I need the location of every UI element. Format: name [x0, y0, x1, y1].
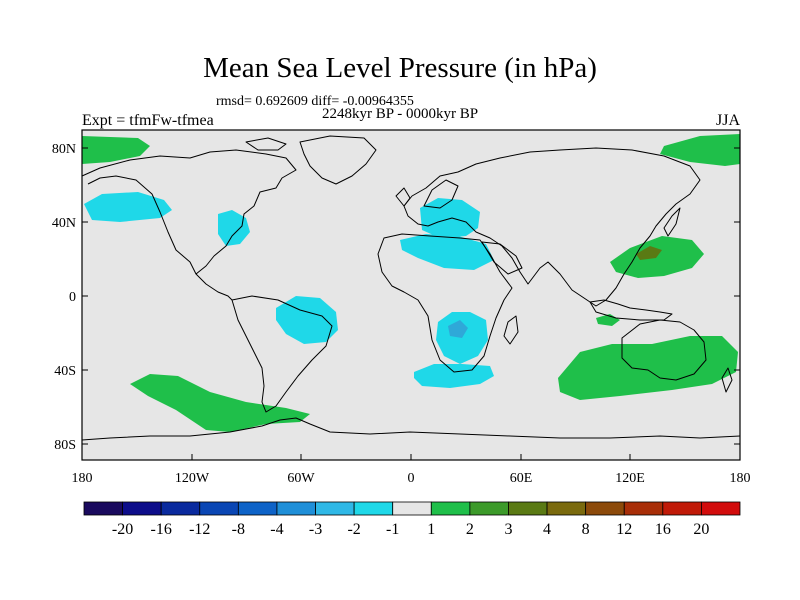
- lon-label-0: 0: [408, 471, 415, 486]
- coast-madagascar: [503, 315, 519, 345]
- coast-antarctica: [81, 417, 741, 441]
- lat-label-80n: 80N: [52, 142, 76, 157]
- shaded-anomalies: [82, 134, 740, 432]
- coast-indonesia: [589, 299, 673, 321]
- colorbar-label-12: 8: [582, 521, 590, 538]
- longitude-labels: 180 120W 60W 0 60E 120E 180: [72, 471, 751, 486]
- lon-label-180w: 180: [72, 471, 93, 486]
- colorbar-label-7: -1: [386, 521, 399, 538]
- stats-subtitle: rmsd= 0.692609 diff= -0.00964355: [216, 94, 414, 109]
- anomaly-nw-pacific: [610, 236, 704, 278]
- colorbar-label-5: -3: [309, 521, 322, 538]
- coast-arabia: [481, 241, 523, 275]
- anomaly-south-pacific-east: [130, 374, 310, 432]
- colorbar-label-3: -8: [232, 521, 245, 538]
- colorbar-box-14: [623, 501, 664, 516]
- lon-label-120e: 120E: [615, 471, 645, 486]
- colorbar-box-12: [546, 501, 587, 516]
- anomaly-mediterranean: [400, 234, 494, 270]
- coast-uk: [395, 187, 411, 207]
- season-label: JJA: [716, 112, 741, 129]
- colorbar-box-6: [315, 501, 355, 516]
- colorbar-box-5: [276, 501, 316, 516]
- coast-scandinavia: [423, 179, 459, 209]
- anomaly-arctic-pacific-west: [82, 136, 150, 164]
- lat-label-80s: 80S: [54, 438, 76, 453]
- anomaly-south-pacific-west: [558, 336, 738, 400]
- colorbar-box-15: [662, 501, 702, 516]
- colorbar: [83, 501, 741, 516]
- colorbar-label-1: -16: [151, 521, 172, 538]
- coast-north-america: [81, 149, 297, 275]
- colorbar-box-3: [199, 501, 239, 516]
- longitude-ticks: [81, 454, 741, 460]
- anomaly-southern-africa-core: [448, 320, 468, 338]
- coast-australia: [621, 319, 707, 381]
- anomaly-south-atlantic: [414, 364, 494, 388]
- plot-title: Mean Sea Level Pressure (in hPa): [203, 52, 597, 84]
- colorbar-box-4: [237, 501, 278, 516]
- coast-south-america: [231, 295, 333, 413]
- latitude-ticks: [82, 147, 740, 445]
- anomaly-south-america: [276, 296, 338, 344]
- colorbar-label-2: -12: [189, 521, 210, 538]
- coast-canadian-archipelago: [245, 137, 287, 151]
- coast-africa: [377, 233, 513, 373]
- colorbar-label-8: 1: [427, 521, 435, 538]
- coast-central-america: [195, 273, 233, 301]
- colorbar-box-1: [122, 501, 162, 516]
- colorbar-label-10: 3: [504, 521, 512, 538]
- lon-label-120w: 120W: [175, 471, 210, 486]
- coast-new-zealand: [721, 367, 733, 393]
- colorbar-label-9: 2: [466, 521, 474, 538]
- colorbar-box-16: [701, 501, 741, 516]
- anomaly-north-atlantic: [84, 192, 172, 222]
- colorbar-box-8: [392, 501, 432, 516]
- anomaly-europe: [420, 198, 480, 238]
- lon-label-60w: 60W: [287, 471, 315, 486]
- lat-label-0: 0: [69, 290, 76, 305]
- coastlines: [81, 135, 741, 441]
- colorbar-box-13: [585, 501, 625, 516]
- experiment-label: Expt = tfmFw-tfmea: [82, 112, 214, 129]
- anomaly-arctic-pacific-east: [660, 134, 740, 166]
- colorbar-label-13: 12: [616, 521, 632, 538]
- period-subtitle: 2248kyr BP - 0000kyr BP: [322, 106, 479, 122]
- coast-eurasia: [403, 147, 701, 307]
- lon-label-60e: 60E: [510, 471, 533, 486]
- colorbar-box-2: [160, 501, 201, 516]
- anomaly-north-america: [218, 210, 250, 246]
- colorbar-label-0: -20: [112, 521, 133, 538]
- coast-greenland: [299, 135, 377, 185]
- colorbar-box-11: [508, 501, 548, 516]
- colorbar-label-6: -2: [347, 521, 360, 538]
- coast-japan: [663, 207, 681, 237]
- latitude-labels: 80N 40N 0 40S 80S: [52, 142, 76, 453]
- lat-label-40n: 40N: [52, 216, 76, 231]
- lat-label-40s: 40S: [54, 364, 76, 379]
- colorbar-label-11: 4: [543, 521, 551, 538]
- colorbar-label-15: 20: [693, 521, 709, 538]
- anomaly-nw-pacific-core: [636, 246, 662, 260]
- colorbar-label-14: 16: [655, 521, 671, 538]
- colorbar-box-7: [353, 501, 394, 516]
- colorbar-label-4: -4: [270, 521, 283, 538]
- colorbar-labels: -20 -16 -12 -8 -4 -3 -2 -1 1 2 3 4 8 12 16 20: [112, 521, 709, 538]
- colorbar-box-0: [83, 501, 123, 516]
- colorbar-box-9: [430, 501, 471, 516]
- colorbar-box-10: [469, 501, 509, 516]
- lon-label-180e: 180: [730, 471, 751, 486]
